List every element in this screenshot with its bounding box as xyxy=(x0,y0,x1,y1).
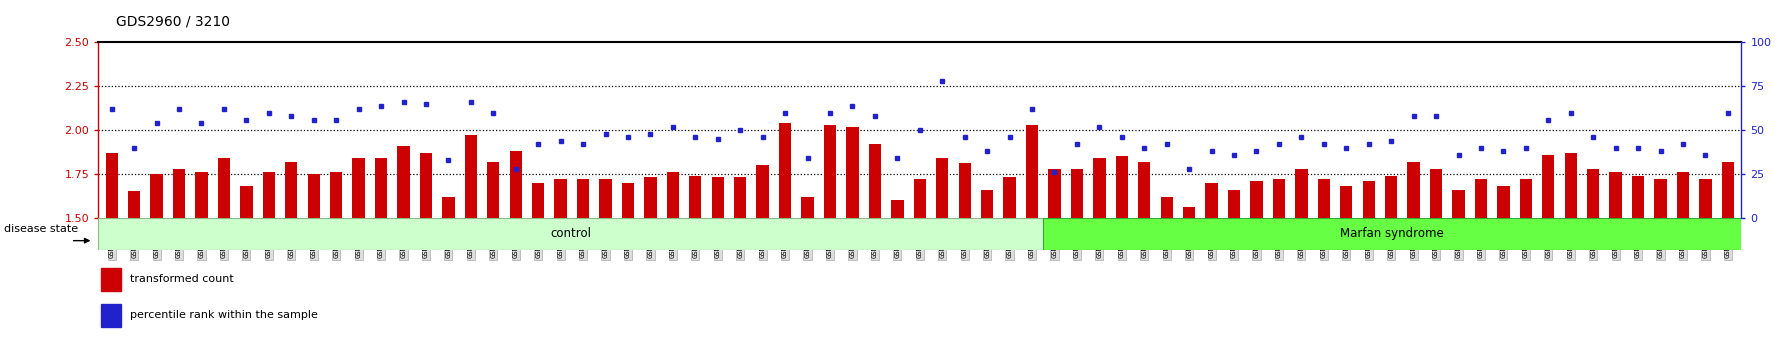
Bar xyxy=(891,200,904,218)
Text: GDS2960 / 3210: GDS2960 / 3210 xyxy=(116,14,230,28)
Bar xyxy=(1025,125,1038,218)
Bar xyxy=(1093,158,1106,218)
Bar xyxy=(1072,169,1082,218)
Bar xyxy=(1698,179,1711,218)
Bar xyxy=(1295,169,1307,218)
Bar xyxy=(330,172,343,218)
Bar xyxy=(802,197,814,218)
Bar xyxy=(102,304,121,327)
Bar xyxy=(1116,156,1129,218)
Text: Marfan syndrome: Marfan syndrome xyxy=(1341,227,1445,240)
Bar xyxy=(1340,186,1352,218)
Bar xyxy=(689,176,702,218)
Bar xyxy=(1048,169,1061,218)
Bar xyxy=(1520,179,1532,218)
Bar xyxy=(509,151,522,218)
Bar xyxy=(1407,162,1420,218)
Text: disease state: disease state xyxy=(4,224,79,234)
Bar xyxy=(1654,179,1666,218)
Bar xyxy=(622,183,634,218)
Bar xyxy=(218,158,230,218)
Bar xyxy=(1632,176,1645,218)
Bar xyxy=(443,197,455,218)
Bar xyxy=(1609,172,1622,218)
Bar xyxy=(1475,179,1488,218)
Bar xyxy=(645,177,657,218)
Bar xyxy=(396,146,409,218)
Bar xyxy=(307,174,320,218)
Bar xyxy=(914,179,925,218)
Bar xyxy=(1043,218,1741,250)
Bar xyxy=(1565,153,1577,218)
Bar xyxy=(352,158,364,218)
Bar xyxy=(1384,176,1397,218)
Bar xyxy=(1229,190,1239,218)
Bar xyxy=(847,127,859,218)
Bar xyxy=(666,172,679,218)
Bar xyxy=(1206,183,1218,218)
Text: percentile rank within the sample: percentile rank within the sample xyxy=(130,310,318,320)
Bar xyxy=(532,183,545,218)
Bar xyxy=(1273,179,1286,218)
Bar xyxy=(1722,162,1734,218)
Bar xyxy=(1363,181,1375,218)
Bar xyxy=(1497,186,1509,218)
Bar xyxy=(173,169,186,218)
Bar xyxy=(1004,177,1016,218)
Bar xyxy=(1182,207,1195,218)
Bar xyxy=(600,179,613,218)
Bar xyxy=(1541,155,1554,218)
Bar xyxy=(286,162,298,218)
Bar xyxy=(1138,162,1150,218)
Bar xyxy=(1452,190,1465,218)
Bar xyxy=(420,153,432,218)
Bar xyxy=(1250,181,1263,218)
Bar xyxy=(375,158,388,218)
Bar xyxy=(554,179,566,218)
Bar xyxy=(823,125,836,218)
Bar xyxy=(1588,169,1600,218)
Bar xyxy=(1161,197,1173,218)
Bar xyxy=(129,192,141,218)
Bar xyxy=(711,177,723,218)
Bar xyxy=(1318,179,1331,218)
Bar xyxy=(577,179,589,218)
Bar xyxy=(195,172,207,218)
Bar xyxy=(464,135,477,218)
Bar xyxy=(868,144,880,218)
Bar xyxy=(239,186,252,218)
Bar xyxy=(936,158,948,218)
Bar xyxy=(263,172,275,218)
Bar xyxy=(1677,172,1690,218)
Bar xyxy=(757,165,768,218)
Text: control: control xyxy=(550,227,591,240)
Bar xyxy=(1431,169,1443,218)
Bar xyxy=(488,162,500,218)
Bar xyxy=(779,123,791,218)
Bar xyxy=(150,174,163,218)
Bar xyxy=(102,268,121,291)
Bar xyxy=(105,153,118,218)
Text: transformed count: transformed count xyxy=(130,274,234,285)
Bar xyxy=(981,190,993,218)
Bar xyxy=(98,218,1043,250)
Bar xyxy=(959,164,972,218)
Bar xyxy=(734,177,747,218)
